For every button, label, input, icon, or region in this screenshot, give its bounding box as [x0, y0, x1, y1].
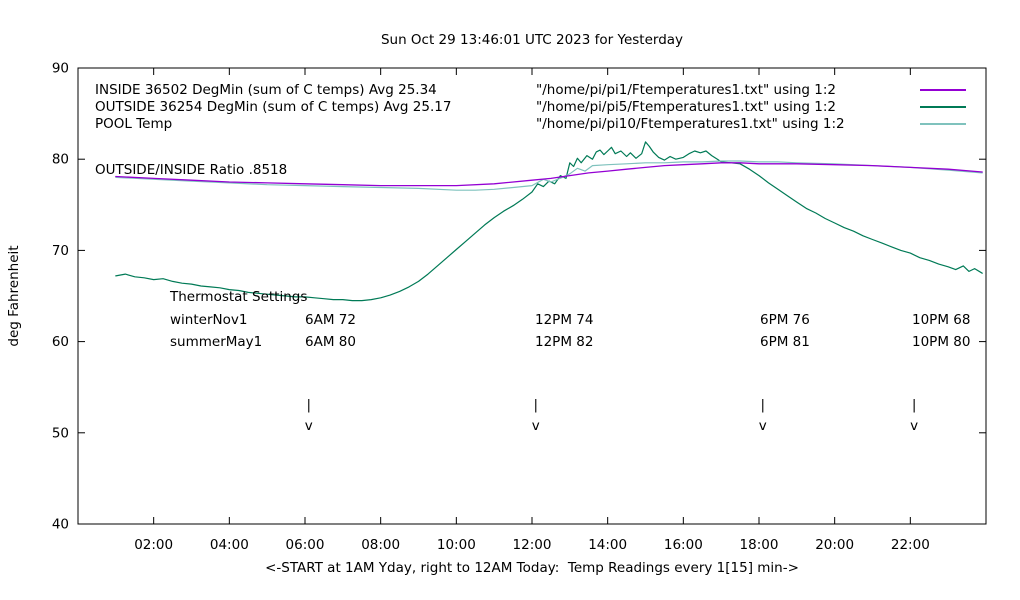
- thermostat-setting: 6AM 72: [305, 312, 356, 328]
- y-tick-label: 70: [52, 243, 69, 259]
- y-tick-label: 80: [52, 152, 69, 168]
- thermostat-setting: 10PM 68: [912, 312, 971, 328]
- x-tick-label: 02:00: [134, 537, 173, 553]
- x-axis-label: <-START at 1AM Yday, right to 12AM Today…: [265, 560, 799, 576]
- thermostat-marker-arrow: v: [910, 418, 918, 434]
- x-tick-label: 20:00: [815, 537, 854, 553]
- y-tick-label: 40: [52, 517, 69, 533]
- thermostat-marker-bar: |: [534, 397, 539, 413]
- y-tick-label: 90: [52, 61, 69, 77]
- series-line-inside: [115, 162, 983, 187]
- x-tick-label: 08:00: [361, 537, 400, 553]
- thermostat-setting: 10PM 80: [912, 334, 971, 350]
- legend-entry-inside: INSIDE 36502 DegMin (sum of C temps) Avg…: [95, 82, 985, 99]
- thermostat-setting: 6AM 80: [305, 334, 356, 350]
- legend-file-path: "/home/pi/pi10/Ftemperatures1.txt" using…: [536, 116, 845, 132]
- x-tick-label: 14:00: [588, 537, 627, 553]
- series-line-pool: [115, 160, 983, 191]
- thermostat-marker-arrow: v: [532, 418, 540, 434]
- legend-line-sample-outside: [920, 106, 966, 108]
- x-tick-label: 12:00: [513, 537, 552, 553]
- thermostat-setting: 6PM 81: [760, 334, 810, 350]
- x-tick-label: 10:00: [437, 537, 476, 553]
- chart-title: Sun Oct 29 13:46:01 UTC 2023 for Yesterd…: [380, 32, 684, 48]
- thermostat-marker-bar: |: [761, 397, 766, 413]
- legend-label: OUTSIDE 36254 DegMin (sum of C temps) Av…: [95, 99, 452, 115]
- thermostat-marker-bar: |: [912, 397, 917, 413]
- legend-label: POOL Temp: [95, 116, 173, 132]
- legend-file-path: "/home/pi/pi5/Ftemperatures1.txt" using …: [536, 99, 836, 115]
- thermostat-row-name: summerMay1: [170, 334, 263, 350]
- legend-entry-pool: POOL Temp "/home/pi/pi10/Ftemperatures1.…: [95, 116, 985, 133]
- x-tick-label: 18:00: [740, 537, 779, 553]
- legend-file-path: "/home/pi/pi1/Ftemperatures1.txt" using …: [536, 82, 836, 98]
- thermostat-row-name: winterNov1: [170, 312, 248, 328]
- thermostat-setting: 6PM 76: [760, 312, 810, 328]
- legend-line-sample-pool: [920, 123, 966, 125]
- ratio-label: OUTSIDE/INSIDE Ratio .8518: [95, 162, 288, 178]
- thermostat-setting: 12PM 74: [535, 312, 594, 328]
- series-line-outside: [115, 141, 983, 302]
- x-tick-label: 06:00: [286, 537, 325, 553]
- thermostat-settings-heading: Thermostat Settings: [170, 289, 308, 305]
- x-tick-label: 16:00: [664, 537, 703, 553]
- y-tick-label: 60: [52, 334, 69, 350]
- y-tick-label: 50: [52, 425, 69, 441]
- legend-label: INSIDE 36502 DegMin (sum of C temps) Avg…: [95, 82, 437, 98]
- x-tick-label: 22:00: [891, 537, 930, 553]
- thermostat-marker-arrow: v: [305, 418, 313, 434]
- y-axis-label: deg Fahrenheit: [6, 245, 22, 347]
- x-tick-label: 04:00: [210, 537, 249, 553]
- thermostat-setting: 12PM 82: [535, 334, 594, 350]
- thermostat-marker-bar: |: [307, 397, 312, 413]
- legend-line-sample-inside: [920, 89, 966, 91]
- legend-entry-outside: OUTSIDE 36254 DegMin (sum of C temps) Av…: [95, 99, 985, 116]
- thermostat-marker-arrow: v: [759, 418, 767, 434]
